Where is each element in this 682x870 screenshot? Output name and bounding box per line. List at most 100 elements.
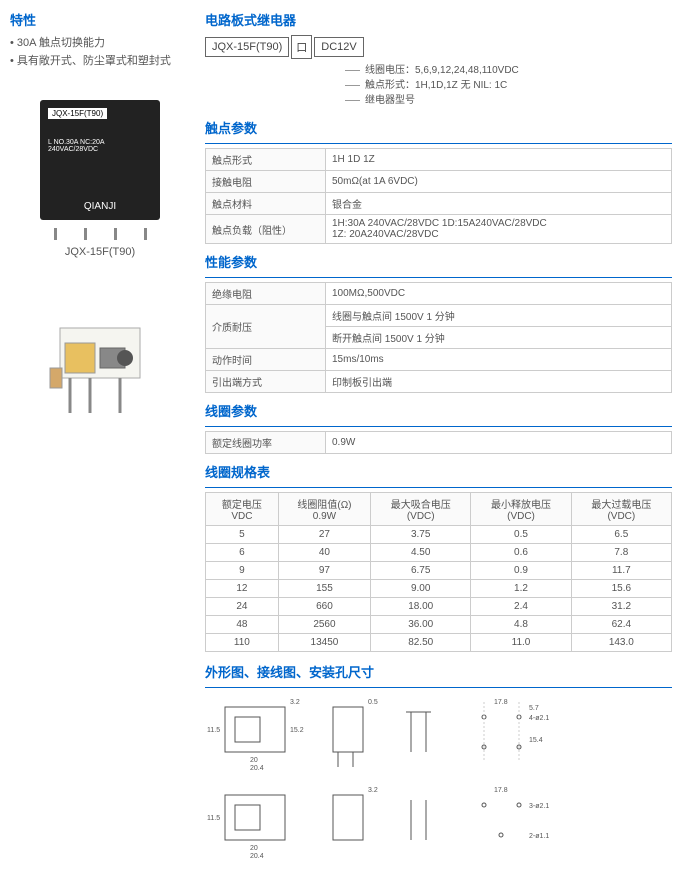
features-list: 30A 触点切换能力 具有敞开式、防尘罩式和塑封式 (10, 35, 190, 70)
coil-table: 额定线圈功率0.9W (205, 431, 672, 454)
spec-cell: 36.00 (371, 616, 471, 634)
svg-text:3.2: 3.2 (290, 699, 300, 706)
spec-cell: 48 (206, 616, 279, 634)
spec-row: 121559.001.215.6 (206, 580, 672, 598)
spec-cell: 40 (278, 544, 370, 562)
svg-text:11.5: 11.5 (207, 815, 220, 822)
spec-row: 5273.750.56.5 (206, 526, 672, 544)
svg-text:17.8: 17.8 (494, 787, 508, 794)
spec-cell: 97 (278, 562, 370, 580)
contact-title: 触点参数 (205, 118, 672, 137)
svg-text:11.5: 11.5 (207, 727, 220, 734)
spec-cell: 6.75 (371, 562, 471, 580)
param-key: 引出端方式 (206, 371, 326, 393)
product-pins (40, 228, 160, 240)
svg-text:4-ø2.1: 4-ø2.1 (529, 715, 549, 722)
spec-cell: 6 (206, 544, 279, 562)
coil-title: 线圈参数 (205, 401, 672, 420)
dim-title: 外形图、接线图、安装孔尺寸 (205, 662, 672, 681)
spec-title: 线圈规格表 (205, 462, 672, 481)
spec-cell: 24 (206, 598, 279, 616)
model-title: 电路板式继电器 (205, 10, 672, 29)
spec-cell: 0.6 (471, 544, 571, 562)
product-mid-label: L NO.30A NC:20A 240VAC/28VDC (48, 139, 152, 153)
callout-line: 触点形式：1H,1D,1Z 无 NIL: 1C (345, 78, 672, 93)
svg-text:20.4: 20.4 (250, 853, 264, 860)
svg-text:20: 20 (250, 757, 258, 764)
feature-item: 30A 触点切换能力 (10, 35, 190, 53)
param-key: 绝缘电阻 (206, 283, 326, 305)
callout-line: 继电器型号 (345, 93, 672, 108)
svg-text:20.4: 20.4 (250, 765, 264, 772)
spec-cell: 82.50 (371, 634, 471, 652)
param-key: 动作时间 (206, 349, 326, 371)
model-box: 口 (291, 35, 312, 59)
spec-cell: 4.8 (471, 616, 571, 634)
spec-cell: 9 (206, 562, 279, 580)
param-val: 印制板引出端 (326, 371, 672, 393)
spec-cell: 18.00 (371, 598, 471, 616)
svg-text:0.5: 0.5 (368, 699, 378, 706)
product-top-label: JQX-15F(T90) (48, 108, 107, 119)
spec-cell: 660 (278, 598, 370, 616)
spec-cell: 0.5 (471, 526, 571, 544)
spec-cell: 31.2 (571, 598, 671, 616)
perf-title: 性能参数 (205, 252, 672, 271)
dim-drawing (401, 692, 451, 772)
param-val: 50mΩ(at 1A 6VDC) (326, 171, 672, 193)
spec-cell: 143.0 (571, 634, 671, 652)
dim-drawing: 20 20.4 11.5 (205, 780, 315, 860)
svg-text:17.8: 17.8 (494, 699, 508, 706)
dimension-drawings: 20 20.4 11.5 3.2 15.2 0.5 (205, 692, 672, 860)
param-val: 0.9W (326, 432, 672, 454)
spec-header: 最大吸合电压 (VDC) (371, 493, 471, 526)
model-box: JQX-15F(T90) (205, 37, 289, 57)
spec-cell: 5 (206, 526, 279, 544)
dim-drawing: 5.7 4-ø2.1 15.4 17.8 (459, 692, 569, 772)
spec-row: 48256036.004.862.4 (206, 616, 672, 634)
model-box: DC12V (314, 37, 363, 57)
product-caption: JQX-15F(T90) (10, 246, 190, 258)
spec-row: 1101345082.5011.0143.0 (206, 634, 672, 652)
spec-row: 2466018.002.431.2 (206, 598, 672, 616)
spec-cell: 12 (206, 580, 279, 598)
dim-drawing: 3.2 (323, 780, 393, 860)
callout-line: 线圈电压：5,6,9,12,24,48,110VDC (345, 63, 672, 78)
param-val: 1H 1D 1Z (326, 149, 672, 171)
spec-cell: 4.50 (371, 544, 471, 562)
param-val: 银合金 (326, 193, 672, 215)
dim-drawing: 0.5 (323, 692, 393, 772)
spec-cell: 6.5 (571, 526, 671, 544)
feature-item: 具有敞开式、防尘罩式和塑封式 (10, 53, 190, 71)
param-key: 介质耐压 (206, 305, 326, 349)
spec-cell: 9.00 (371, 580, 471, 598)
spec-header: 线圈阻值(Ω) 0.9W (278, 493, 370, 526)
svg-text:5.7: 5.7 (529, 705, 539, 712)
spec-row: 6404.500.67.8 (206, 544, 672, 562)
spec-cell: 1.2 (471, 580, 571, 598)
spec-cell: 0.9 (471, 562, 571, 580)
param-key: 触点负载（阻性） (206, 215, 326, 244)
param-key: 接触电阻 (206, 171, 326, 193)
spec-cell: 27 (278, 526, 370, 544)
svg-text:15.2: 15.2 (290, 727, 304, 734)
param-val: 断开触点间 1500V 1 分钟 (326, 327, 672, 349)
product-brand: QIANJI (84, 201, 116, 212)
spec-cell: 3.75 (371, 526, 471, 544)
spec-table: 额定电压 VDC线圈阻值(Ω) 0.9W最大吸合电压 (VDC)最小释放电压 (… (205, 492, 672, 652)
spec-cell: 13450 (278, 634, 370, 652)
spec-cell: 2560 (278, 616, 370, 634)
param-key: 额定线圈功率 (206, 432, 326, 454)
model-boxes: JQX-15F(T90) 口 DC12V (205, 35, 672, 59)
svg-text:20: 20 (250, 845, 258, 852)
param-val: 15ms/10ms (326, 349, 672, 371)
spec-cell: 2.4 (471, 598, 571, 616)
svg-text:2-ø1.1: 2-ø1.1 (529, 833, 549, 840)
param-val: 1H:30A 240VAC/28VDC 1D:15A240VAC/28VDC 1… (326, 215, 672, 244)
spec-cell: 11.7 (571, 562, 671, 580)
spec-cell: 15.6 (571, 580, 671, 598)
param-key: 触点材料 (206, 193, 326, 215)
exploded-view (30, 318, 170, 428)
features-title: 特性 (10, 10, 190, 29)
contact-table: 触点形式1H 1D 1Z 接触电阻50mΩ(at 1A 6VDC) 触点材料银合… (205, 148, 672, 244)
